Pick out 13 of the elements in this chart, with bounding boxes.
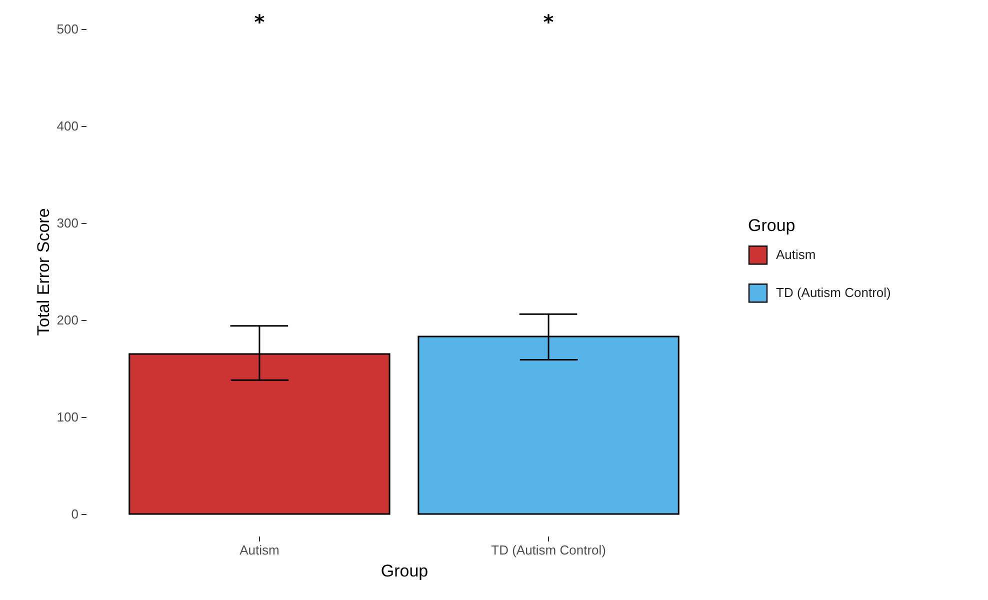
y-tick-label: 200 — [56, 312, 78, 328]
x-axis-title: Group — [380, 562, 428, 580]
y-tick-label: 100 — [56, 410, 78, 424]
legend-label: Autism — [776, 247, 816, 262]
y-tick-label: 400 — [56, 118, 78, 134]
legend-label: TD (Autism Control) — [776, 285, 891, 300]
legend-title: Group — [748, 216, 796, 236]
y-tick-label: 500 — [56, 22, 78, 36]
y-axis-title: Total Error Score — [34, 208, 53, 336]
y-tick-label: 300 — [56, 216, 78, 230]
annotation: * — [254, 10, 266, 34]
annotation: * — [543, 10, 554, 34]
y-tick-label: 0 — [71, 506, 78, 522]
